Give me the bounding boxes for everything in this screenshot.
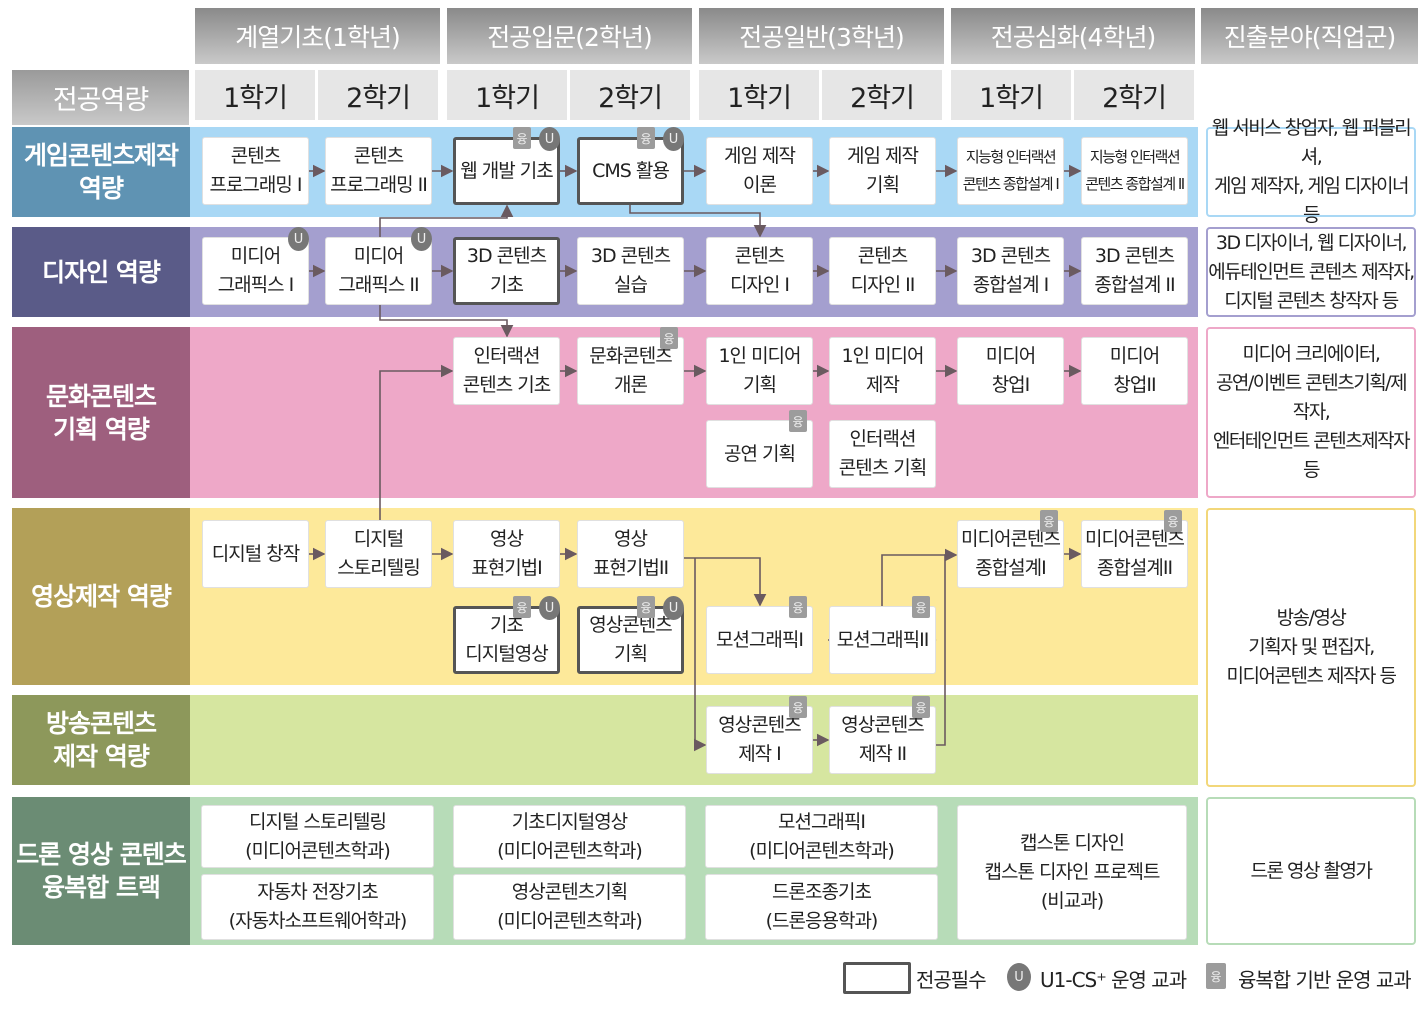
competency-label: 게임콘텐츠제작 역량 [12, 127, 190, 217]
course-box[interactable]: 디지털 스토리텔링 (미디어콘텐츠학과) [201, 805, 434, 868]
course-box[interactable]: 인터랙션 콘텐츠 기초 [453, 337, 560, 405]
convergence-badge-icon: 융 [912, 696, 930, 718]
course-box[interactable]: 콘텐츠 프로그래밍 II [325, 137, 432, 205]
competency-label: 영상제작 역량 [12, 508, 190, 685]
course-box[interactable]: 콘텐츠 디자인 I [706, 237, 813, 305]
convergence-badge-icon: 융 [513, 596, 531, 618]
course-box[interactable]: 영상 표현기법II [577, 520, 684, 588]
course-box[interactable]: 콘텐츠 프로그래밍 I [202, 137, 309, 205]
course-box[interactable]: 미디어 창업II [1081, 337, 1188, 405]
u1-cs-badge-icon: U [663, 127, 684, 151]
convergence-badge-icon: 융 [789, 696, 807, 718]
legend-u-label: U1-CS⁺ 운영 교과 [1040, 967, 1187, 992]
convergence-badge-icon: 융 [789, 410, 807, 432]
course-box[interactable]: 3D 콘텐츠 종합설계 I [957, 237, 1064, 305]
course-box[interactable]: 디지털 스토리텔링 [325, 520, 432, 588]
course-box[interactable]: 게임 제작 기획 [829, 137, 936, 205]
year-header: 전공일반(3학년) [699, 8, 944, 64]
convergence-badge-icon: 융 [637, 127, 655, 149]
u1-cs-badge-icon: U [1007, 963, 1031, 991]
course-box[interactable]: 드론조종기초 (드론응용학과) [705, 874, 938, 940]
career-box: 3D 디자이너, 웹 디자이너, 에듀테인먼트 콘텐츠 제작자, 디지털 콘텐츠… [1206, 227, 1416, 317]
course-box[interactable]: 콘텐츠 디자인 II [829, 237, 936, 305]
competency-label: 문화콘텐츠 기획 역량 [12, 327, 190, 498]
course-box[interactable]: 미디어 창업I [957, 337, 1064, 405]
course-box[interactable]: 3D 콘텐츠 실습 [577, 237, 684, 305]
course-box[interactable]: 지능형 인터랙션 콘텐츠 종합설계 II [1081, 137, 1188, 205]
competency-label: 방송콘텐츠 제작 역량 [12, 695, 190, 785]
career-box: 미디어 크리에이터, 공연/이벤트 콘텐츠기획/제작자, 엔터테인먼트 콘텐츠제… [1206, 327, 1416, 498]
course-box[interactable]: 디지털 창작 [202, 520, 309, 588]
legend-required-label: 전공필수 [916, 967, 987, 992]
convergence-badge-icon: 융 [637, 596, 655, 618]
semester-header: 2학기 [822, 70, 942, 120]
semester-header: 1학기 [195, 70, 315, 120]
year-header: 전공입문(2학년) [447, 8, 692, 64]
convergence-badge-icon: 융 [1206, 963, 1226, 989]
u1-cs-badge-icon: U [663, 596, 684, 620]
course-box[interactable]: 지능형 인터랙션 콘텐츠 종합설계 I [957, 137, 1064, 205]
convergence-badge-icon: 융 [1164, 510, 1182, 532]
course-box[interactable]: 영상 표현기법I [453, 520, 560, 588]
legend-required-swatch [843, 962, 911, 994]
course-box[interactable]: 1인 미디어 제작 [829, 337, 936, 405]
course-box[interactable]: 1인 미디어 기획 [706, 337, 813, 405]
course-box[interactable]: 인터랙션 콘텐츠 기획 [829, 420, 936, 488]
convergence-badge-icon: 융 [789, 596, 807, 618]
course-box[interactable]: 영상콘텐츠 제작 II [829, 706, 936, 774]
convergence-badge-icon: 융 [513, 127, 531, 149]
course-box[interactable]: 기초디지털영상 (미디어콘텐츠학과) [453, 805, 686, 868]
competency-label: 드론 영상 콘텐츠 융복합 트랙 [12, 797, 190, 945]
course-box[interactable]: 캡스톤 디자인 캡스톤 디자인 프로젝트 (비교과) [957, 805, 1187, 940]
course-box[interactable]: 3D 콘텐츠 기초 [453, 237, 560, 305]
competency-label: 디자인 역량 [12, 227, 190, 317]
u1-cs-badge-icon: U [288, 227, 309, 251]
career-box: 방송/영상 기획자 및 편집자, 미디어콘텐츠 제작자 등 [1206, 508, 1416, 787]
semester-header: 2학기 [570, 70, 690, 120]
course-box[interactable]: 기초 디지털영상 [453, 606, 560, 674]
u1-cs-badge-icon: U [411, 227, 432, 251]
legend-y-label: 융복합 기반 운영 교과 [1238, 967, 1412, 992]
career-box: 드론 영상 촬영가 [1206, 797, 1416, 945]
convergence-badge-icon: 융 [1040, 510, 1058, 532]
career-box: 웹 서비스 창업자, 웹 퍼블리셔, 게임 제작자, 게임 디자이너 등 [1206, 117, 1416, 226]
year-header: 진출분야(직업군) [1201, 8, 1418, 64]
year-header: 계열기초(1학년) [195, 8, 440, 64]
year-header: 전공심화(4학년) [951, 8, 1195, 64]
u1-cs-badge-icon: U [539, 596, 560, 620]
corner-label: 전공역량 [12, 70, 189, 125]
course-box[interactable]: 게임 제작 이론 [706, 137, 813, 205]
semester-header: 1학기 [951, 70, 1071, 120]
course-box[interactable]: 모션그래픽I (미디어콘텐츠학과) [705, 805, 938, 868]
band-row [190, 695, 1198, 785]
course-box[interactable]: 웹 개발 기초 [453, 137, 560, 205]
semester-header: 1학기 [699, 70, 819, 120]
u1-cs-badge-icon: U [539, 127, 560, 151]
course-box[interactable]: 영상콘텐츠기획 (미디어콘텐츠학과) [453, 874, 686, 940]
semester-header: 1학기 [447, 70, 567, 120]
course-box[interactable]: 미디어 그래픽스 I [202, 237, 309, 305]
course-box[interactable]: 자동차 전장기초 (자동차소프트웨어학과) [201, 874, 434, 940]
convergence-badge-icon: 융 [912, 596, 930, 618]
semester-header: 2학기 [318, 70, 438, 120]
course-box[interactable]: 3D 콘텐츠 종합설계 II [1081, 237, 1188, 305]
convergence-badge-icon: 융 [660, 327, 678, 349]
semester-header: 2학기 [1074, 70, 1194, 120]
